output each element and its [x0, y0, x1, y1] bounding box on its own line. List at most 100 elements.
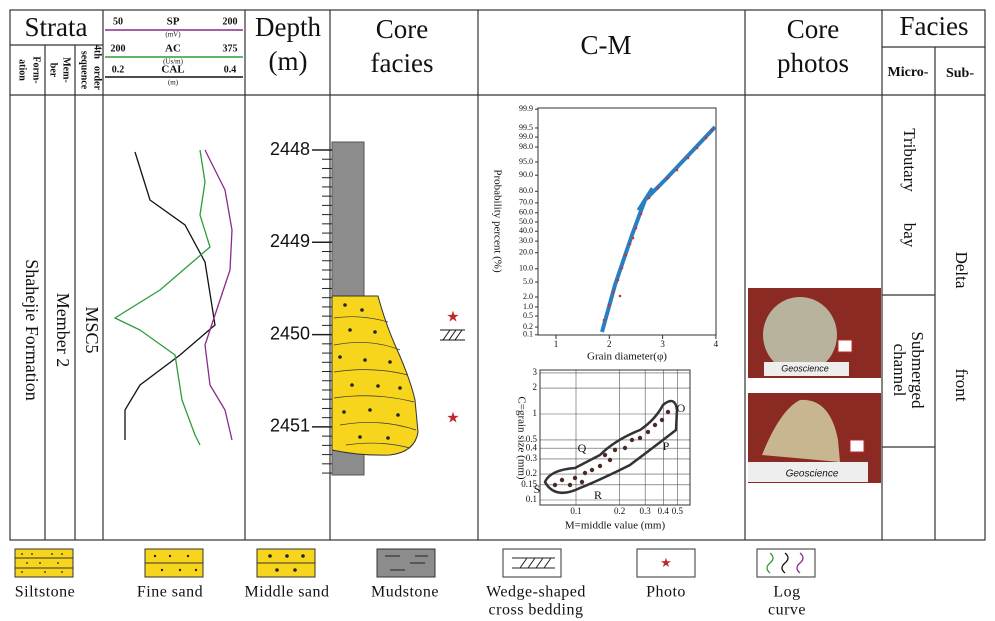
log-name: CAL [161, 64, 184, 76]
shape [443, 330, 450, 340]
legend-dot [61, 553, 63, 555]
legend-star: ★ [660, 555, 672, 570]
probability-plot: 99.999.599.098.095.090.080.070.060.050.0… [491, 104, 718, 363]
sample-point [617, 279, 620, 282]
depth-label: 2449 [270, 231, 310, 251]
sample-point [646, 430, 650, 434]
legend-dot [21, 553, 23, 555]
sample-point [625, 254, 628, 257]
legend-dot [26, 562, 28, 564]
log-max: 375 [223, 43, 238, 54]
legend-dot [301, 554, 305, 558]
sample-point [598, 464, 602, 468]
y-tick-label: 99.0 [519, 132, 533, 141]
sample-point [560, 478, 564, 482]
legend-label: Wedge-shaped [486, 584, 586, 601]
legend-dot [293, 568, 297, 572]
y-axis-label: C=grain size (mm) [515, 396, 527, 480]
legend-label: Mudstone [371, 584, 439, 601]
sample-point [553, 483, 557, 487]
legend-dot [39, 562, 41, 564]
legend-dot [57, 562, 59, 564]
sp-curve [205, 150, 232, 440]
sample-point [687, 157, 690, 160]
sand-dot [398, 386, 402, 390]
shape [850, 440, 864, 452]
sample-point [648, 197, 651, 200]
legend-dot [61, 571, 63, 573]
legend-dot [275, 568, 279, 572]
header: 4th [92, 45, 103, 59]
y-tick-label: 98.0 [519, 142, 533, 151]
legend-dot [161, 569, 163, 571]
legend-dot [51, 553, 53, 555]
x-tick-label: 2 [607, 339, 612, 349]
sand-dot [342, 410, 346, 414]
y-tick-label: 30.0 [519, 236, 533, 245]
header: Depth [255, 12, 321, 42]
header: Form- [31, 56, 42, 83]
sample-point [660, 418, 664, 422]
log-unit: (m) [168, 79, 179, 87]
sample-point [573, 476, 577, 480]
sample-point [608, 304, 611, 307]
depth-label: 2451 [270, 416, 310, 436]
log-unit: (mV) [165, 31, 181, 39]
sample-point [621, 267, 624, 270]
log-min: 200 [111, 43, 126, 54]
legend-dot [179, 569, 181, 571]
sample-point [676, 169, 679, 172]
header: Strata [25, 12, 88, 42]
segment-label: O [677, 401, 686, 415]
header: C-M [580, 30, 631, 60]
y-tick-label: 1 [533, 408, 538, 418]
figure: Strata Form- ation Mem- ber 4th order se… [0, 0, 995, 621]
sample-point [629, 243, 632, 246]
sample-point [613, 448, 617, 452]
legend-symbol [15, 549, 73, 577]
sample-point [638, 436, 642, 440]
shape [838, 340, 852, 352]
fit-line [602, 127, 715, 332]
legend-dot [169, 555, 171, 557]
arrow [638, 188, 652, 210]
sample-point [603, 319, 606, 322]
photo-label: Geoscience [786, 469, 839, 480]
cal-curve [125, 152, 215, 440]
sample-point [630, 438, 634, 442]
member: Member 2 [53, 293, 73, 367]
sample-point [619, 295, 622, 298]
sample-point [653, 423, 657, 427]
formation: Shahejie Formation [22, 259, 42, 400]
sample-point [696, 147, 699, 150]
legend-label: Siltstone [15, 584, 76, 601]
photo-star: ★ [446, 309, 459, 325]
legend-symbol [377, 549, 435, 577]
segment-label: P [663, 439, 670, 453]
legend: ★SiltstoneFine sandMiddle sandMudstoneWe… [15, 549, 815, 619]
header: Facies [900, 11, 969, 41]
header: order [92, 66, 103, 90]
legend-label: cross bedding [489, 602, 584, 619]
sand-dot [396, 413, 400, 417]
header: ation [17, 59, 28, 81]
sample-point [568, 483, 572, 487]
sample-point [640, 213, 643, 216]
sand-dot [376, 384, 380, 388]
x-tick-label: 1 [554, 339, 559, 349]
segment-label: Q [578, 441, 587, 455]
envelope [545, 401, 677, 493]
sand-dot [368, 408, 372, 412]
log-min: 50 [113, 16, 123, 27]
sample-point [635, 227, 638, 230]
x-tick-label: 0.5 [672, 506, 684, 516]
y-tick-label: 2 [533, 382, 538, 392]
sample-point [608, 458, 612, 462]
segment-label: S [534, 482, 541, 496]
sample-point [623, 446, 627, 450]
y-tick-label: 99.5 [519, 123, 533, 132]
log-max: 200 [223, 16, 238, 27]
header: Mem- [61, 57, 72, 83]
y-tick-label: 0.1 [523, 330, 533, 339]
y-tick-label: 5.0 [523, 277, 533, 286]
